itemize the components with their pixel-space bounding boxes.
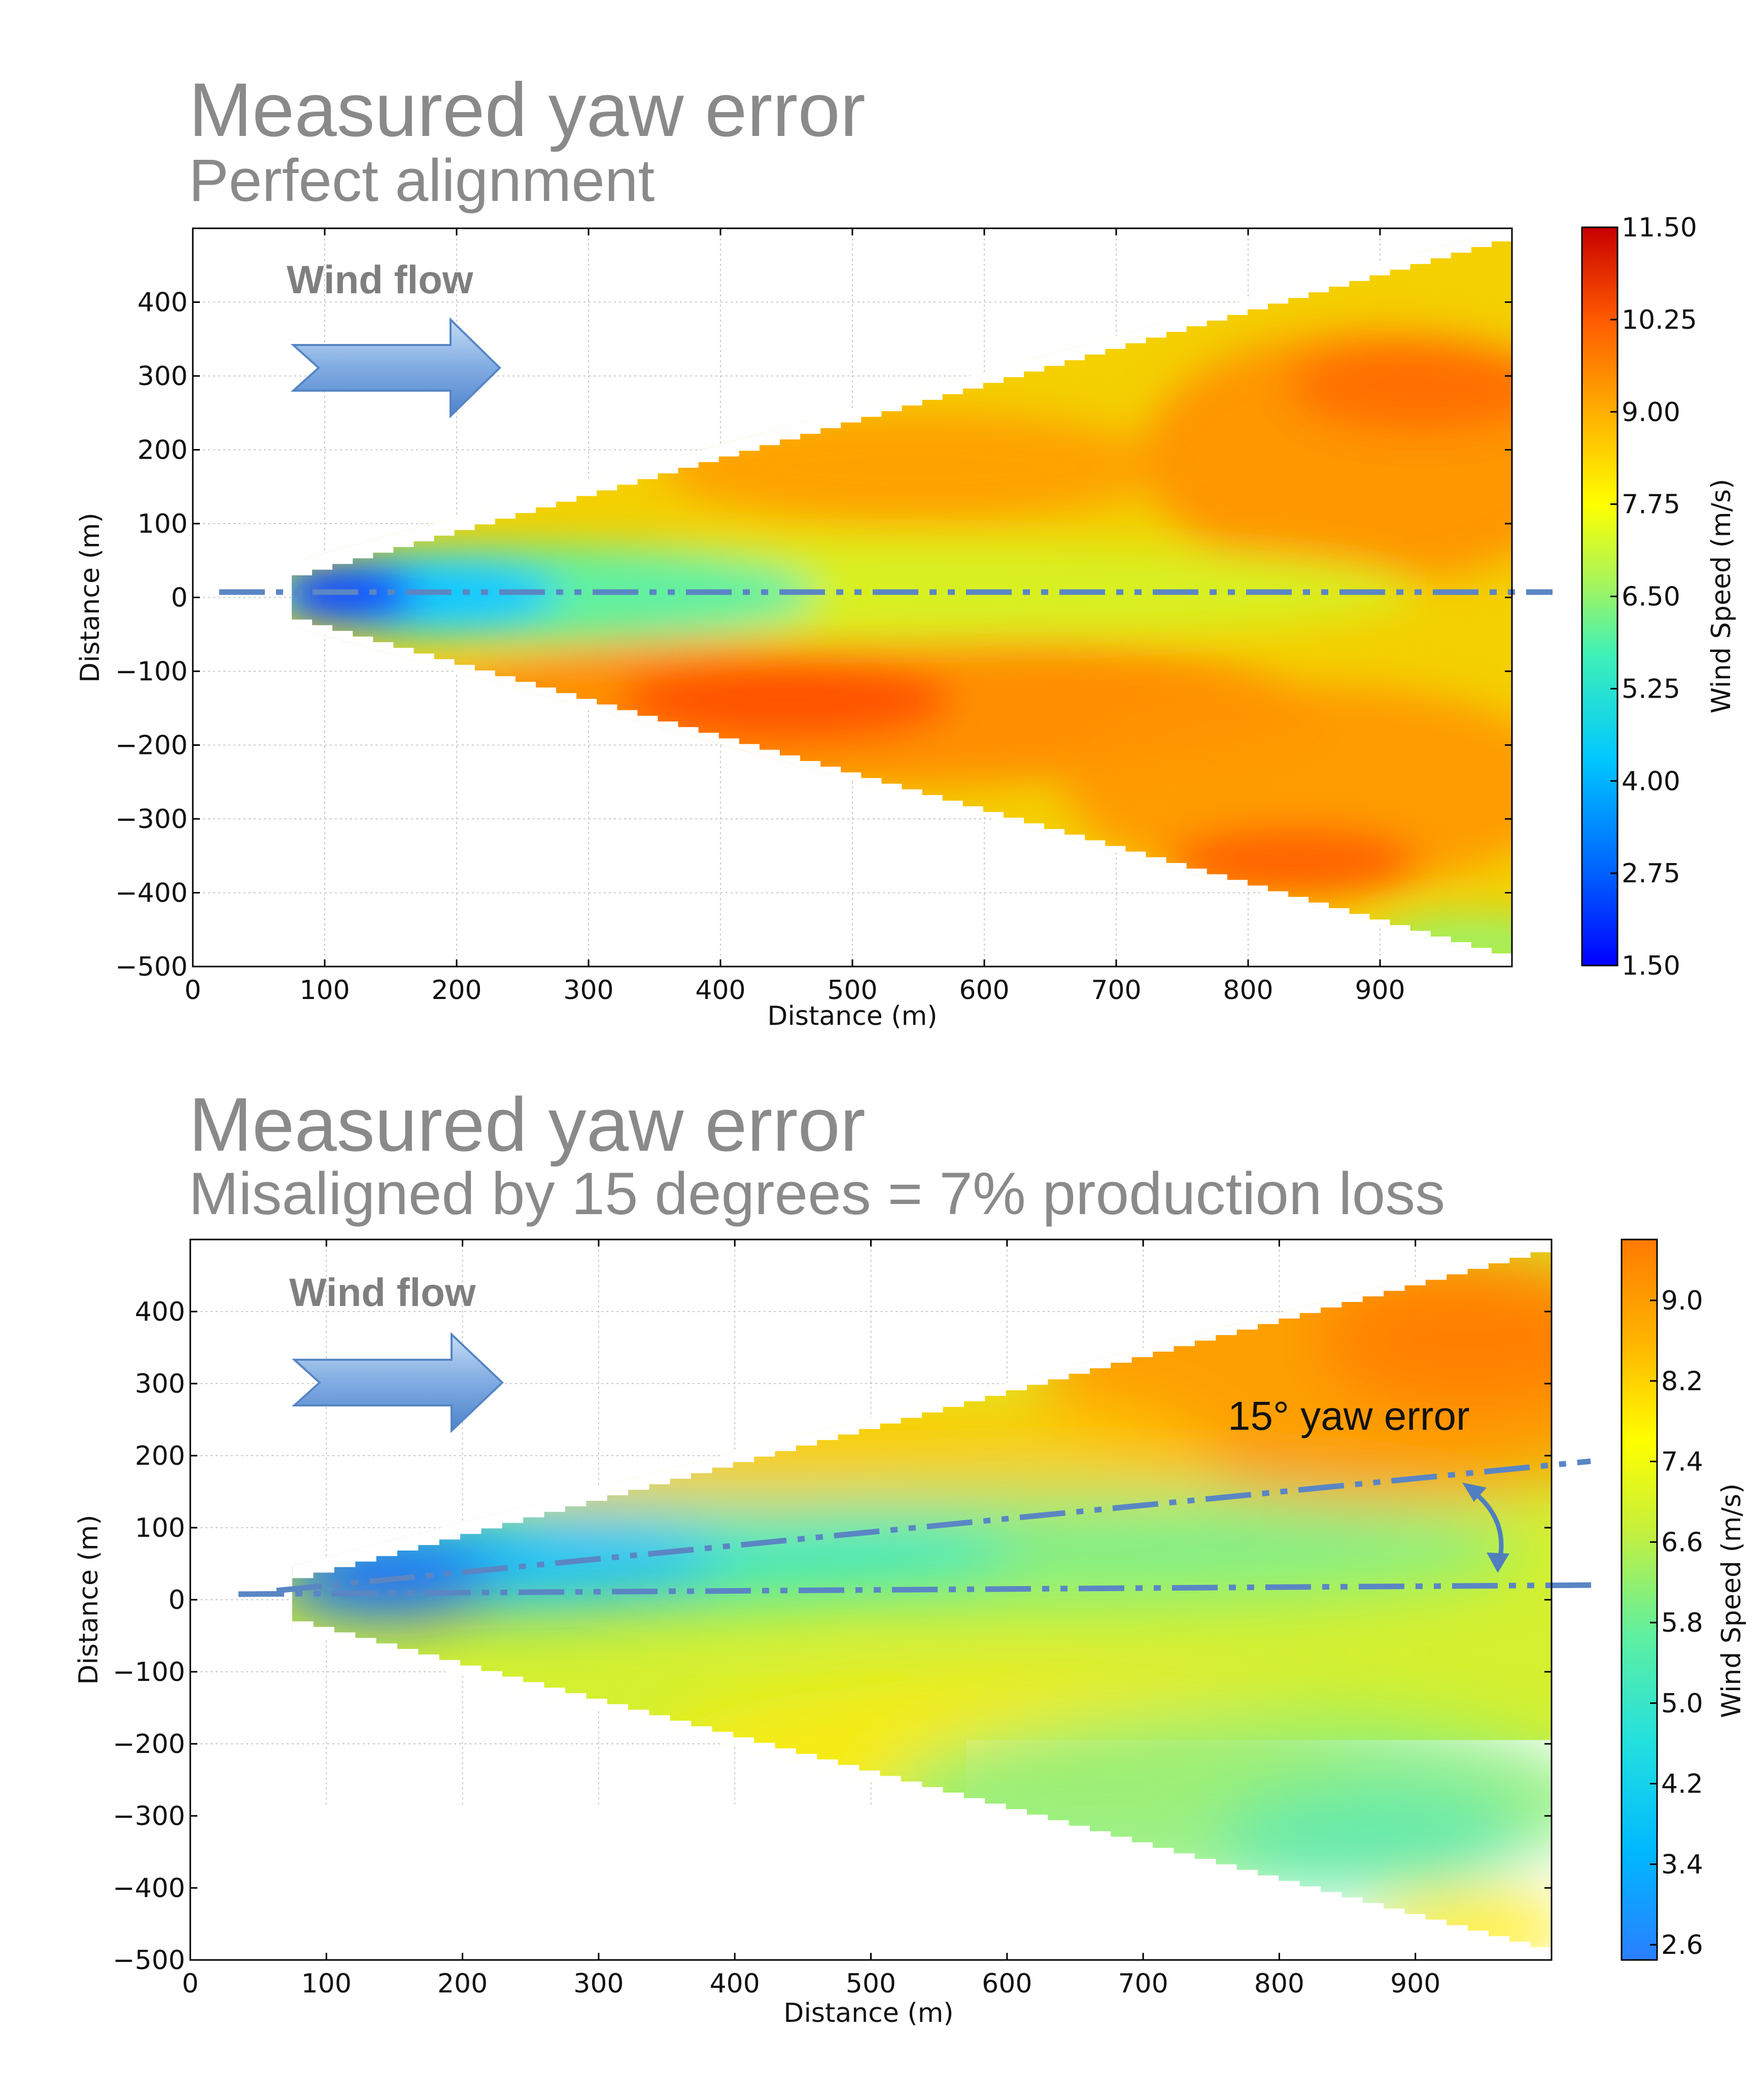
y-tick-label: 0 [168,1585,185,1615]
y-tick-label: −400 [115,878,188,909]
colorbar-tick-label: 5.8 [1661,1608,1703,1638]
y-tick-label: 300 [135,1369,185,1399]
x-tick-label: 200 [437,1969,488,1999]
y-tick-label: −300 [113,1801,185,1832]
y-tick-label: −500 [113,1945,185,1976]
colorbar-2 [1622,1240,1657,1960]
panel-1: Measured yaw error Perfect alignment [75,67,1737,1031]
colorbar-tick-label: 2.75 [1622,858,1680,889]
x-tick-label: 200 [431,975,481,1006]
colorbar-tick-label: 1.50 [1622,951,1680,981]
x-axis-label-1: Distance (m) [767,1001,937,1031]
x-tick-label: 100 [299,975,350,1006]
colorbar-1-ticks: 1.50 2.75 4.00 5.25 6.50 7.75 9.00 10.25 11.50 [1610,213,1697,981]
x-tick-label: 400 [710,1969,760,1999]
colorbar-tick-label: 10.25 [1622,305,1697,335]
y-tick-label: 100 [137,509,188,539]
y-tick-label: −100 [115,657,188,687]
y-axis-label-2: Distance (m) [74,1514,104,1684]
colorbar-tick-label: 4.00 [1622,766,1680,797]
yaw-error-annotation: 15° yaw error [1228,1393,1470,1438]
y-tick-label: −100 [113,1657,185,1688]
y-tick-label: −200 [115,731,188,761]
x-tick-label: 700 [1118,1969,1168,1999]
colorbar-tick-label: 6.50 [1622,582,1680,612]
colorbar-tick-label: 9.00 [1622,397,1680,428]
colorbar-tick-label: 2.6 [1661,1930,1703,1960]
x-tick-label: 300 [563,975,613,1006]
panel-2-title: Measured yaw error [189,1082,866,1167]
y-tick-label: −400 [113,1873,185,1904]
colorbar-tick-label: 4.2 [1661,1769,1703,1800]
colorbar-tick-label: 8.2 [1661,1366,1703,1397]
panel-1-title: Measured yaw error [189,67,866,152]
y-tick-label: −200 [113,1729,185,1760]
colorbar-tick-label: 7.75 [1622,490,1680,520]
x-tick-label: 900 [1355,975,1405,1006]
y-tick-label: 400 [137,288,188,318]
x-tick-label: 600 [959,975,1009,1006]
wind-flow-label-1: Wind flow [287,257,473,302]
panel-1-subtitle: Perfect alignment [189,147,655,214]
colorbar-2-label: Wind Speed (m/s) [1716,1484,1747,1718]
y-tick-label: 0 [171,583,188,613]
x-tick-label: 400 [695,975,745,1006]
x-tick-label: 900 [1390,1969,1440,1999]
colorbar-2-ticks: 2.6 3.4 4.2 5.0 5.8 6.6 7.4 8.2 9.0 [1650,1286,1703,1960]
x-tick-label: 100 [301,1969,352,1999]
panel-2-subtitle: Misaligned by 15 degrees = 7% production… [189,1160,1445,1227]
y-tick-label: 200 [137,435,188,466]
y-tick-label: −500 [115,952,188,982]
y-tick-label: 300 [137,361,188,392]
colorbar-tick-label: 9.0 [1661,1286,1703,1316]
y-axis-label-1: Distance (m) [75,512,106,682]
colorbar-1-label: Wind Speed (m/s) [1706,479,1737,714]
x-axis-label-2: Distance (m) [783,1998,953,2028]
x-tick-label: 600 [982,1969,1032,1999]
x-tick-label: 300 [573,1969,624,1999]
colorbar-tick-label: 11.50 [1622,213,1697,243]
x-tick-label: 700 [1091,975,1141,1006]
y-tick-label: 400 [135,1297,185,1327]
x-tick-label: 500 [846,1969,896,1999]
y-tick-label: 200 [135,1441,185,1471]
colorbar-tick-label: 3.4 [1661,1849,1703,1880]
y-tick-label: −300 [115,804,188,835]
panel-2: Measured yaw error Misaligned by 15 degr… [74,1082,1747,2028]
x-tick-label: 800 [1223,975,1273,1006]
colorbar-tick-label: 5.0 [1661,1689,1703,1719]
colorbar-tick-label: 7.4 [1661,1447,1703,1477]
x-tick-label: 800 [1254,1969,1304,1999]
wind-flow-label-2: Wind flow [289,1270,476,1315]
colorbar-tick-label: 5.25 [1622,674,1680,704]
colorbar-tick-label: 6.6 [1661,1527,1703,1558]
y-tick-label: 100 [135,1513,185,1543]
